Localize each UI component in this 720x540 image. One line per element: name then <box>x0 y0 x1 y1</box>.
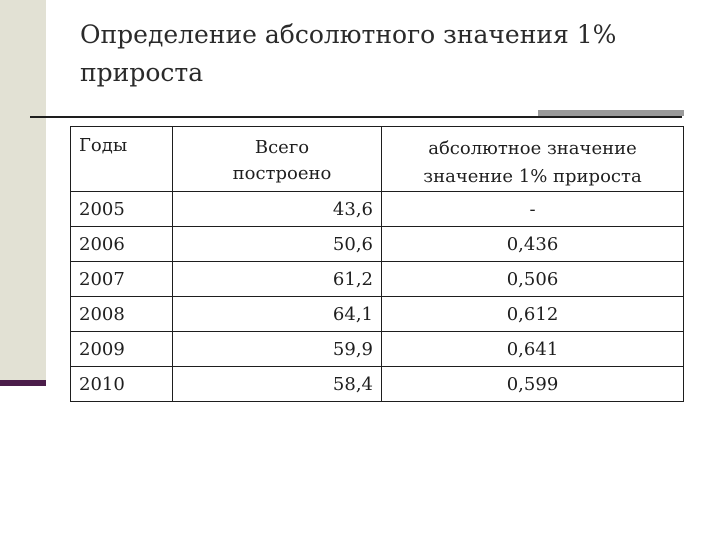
cell-year: 2010 <box>70 366 173 402</box>
cell-year: 2008 <box>70 296 173 332</box>
header-built-line2: построено <box>232 163 332 184</box>
cell-built: 50,6 <box>172 226 382 262</box>
header-built-line1: Всего <box>254 137 310 158</box>
header-abs-line2: значение 1% прироста <box>423 166 642 187</box>
cell-abs-value: 0,612 <box>381 296 684 332</box>
cell-abs-value: 0,436 <box>381 226 684 262</box>
cell-built: 59,9 <box>172 331 382 367</box>
header-built: Всего построено <box>172 126 382 192</box>
data-table: Годы Всего построено абсолютное значение… <box>70 126 684 402</box>
decorative-side-accent <box>0 380 46 386</box>
table-row: 2008 64,1 0,612 <box>70 296 684 332</box>
cell-abs-value: - <box>381 191 684 227</box>
decorative-side-band <box>0 0 46 380</box>
cell-built: 58,4 <box>172 366 382 402</box>
cell-abs-value: 0,599 <box>381 366 684 402</box>
cell-year: 2005 <box>70 191 173 227</box>
title-divider <box>30 116 682 118</box>
cell-year: 2007 <box>70 261 173 297</box>
cell-abs-value: 0,506 <box>381 261 684 297</box>
table-row: 2006 50,6 0,436 <box>70 226 684 262</box>
header-year-label: Годы <box>79 135 128 156</box>
header-abs-value: абсолютное значение значение 1% прироста <box>381 126 684 192</box>
cell-built: 61,2 <box>172 261 382 297</box>
table-row: 2007 61,2 0,506 <box>70 261 684 297</box>
decorative-rule-accent <box>538 110 684 116</box>
table-row: 2005 43,6 - <box>70 191 684 227</box>
slide-title: Определение абсолютного значения 1% прир… <box>80 20 617 87</box>
cell-year: 2006 <box>70 226 173 262</box>
table-row: 2010 58,4 0,599 <box>70 366 684 402</box>
table-row: 2009 59,9 0,641 <box>70 331 684 367</box>
header-abs-line1: абсолютное значение <box>428 138 637 159</box>
table-header-row: Годы Всего построено абсолютное значение… <box>70 126 684 192</box>
cell-built: 64,1 <box>172 296 382 332</box>
cell-abs-value: 0,641 <box>381 331 684 367</box>
cell-built: 43,6 <box>172 191 382 227</box>
header-year: Годы <box>70 126 173 192</box>
cell-year: 2009 <box>70 331 173 367</box>
